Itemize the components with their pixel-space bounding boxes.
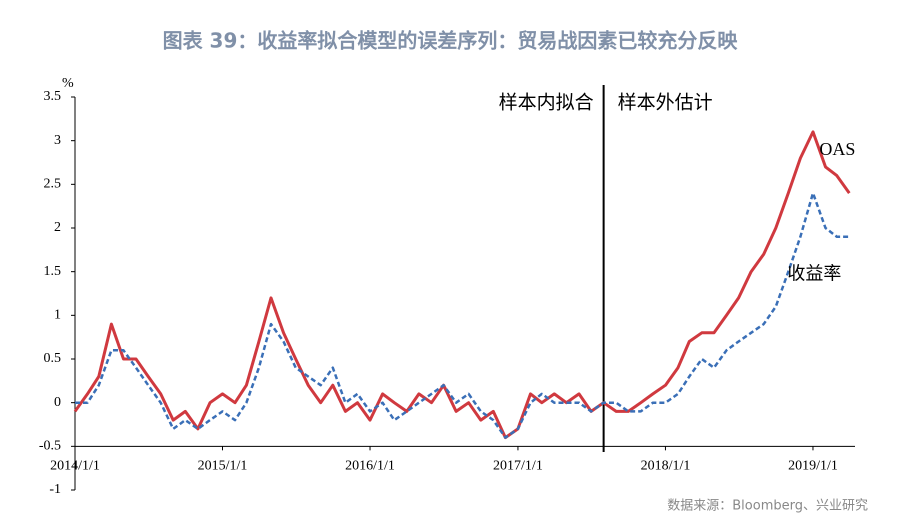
- chart-title: 图表 39：收益率拟合模型的误差序列：贸易战因素已较充分反映: [163, 29, 739, 53]
- y-tick-label: 1.5: [44, 264, 62, 279]
- series-label: OAS: [819, 139, 855, 159]
- y-unit: %: [62, 76, 74, 91]
- series-line: [75, 191, 850, 439]
- x-tick-label: 2018/1/1: [641, 459, 691, 474]
- y-tick-label: 2.5: [44, 177, 62, 192]
- y-tick-label: 3: [54, 133, 61, 148]
- y-tick-label: 0.5: [44, 351, 62, 366]
- y-tick-label: -1: [49, 482, 61, 497]
- y-tick-label: 1: [54, 308, 61, 323]
- x-tick-label: 2019/1/1: [788, 459, 838, 474]
- y-tick-label: 3.5: [44, 89, 62, 104]
- source: 数据来源：Bloomberg、兴业研究: [667, 499, 868, 514]
- y-tick-label: 0: [54, 395, 61, 410]
- series-line: [73, 130, 851, 440]
- y-tick-label: 2: [54, 220, 61, 235]
- annotation: 样本外估计: [618, 92, 713, 114]
- x-tick-label: 2014/1/1: [50, 459, 100, 474]
- series-label: 收益率: [787, 264, 841, 285]
- x-tick-label: 2017/1/1: [493, 459, 543, 474]
- annotation: 样本内拟合: [499, 92, 594, 114]
- x-tick-label: 2016/1/1: [345, 459, 395, 474]
- y-tick-label: -0.5: [39, 439, 61, 454]
- x-tick-label: 2015/1/1: [198, 459, 248, 474]
